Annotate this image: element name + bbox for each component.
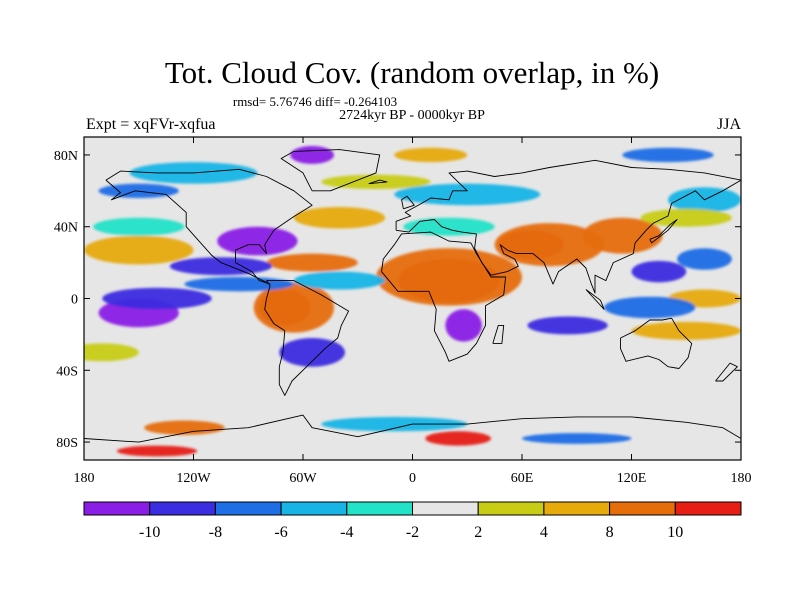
coastline [280,149,381,192]
colorbar-box [674,501,742,516]
lon-tick-label: 180 [74,471,95,486]
anomaly-region [102,287,212,310]
experiment-label: Expt = xqFVr-xqfua [86,116,216,133]
anomaly-region [631,260,687,283]
lon-tick-label: 60W [289,471,317,486]
lat-tick-label: 80N [54,149,78,164]
coastline [264,280,350,396]
coastline [395,159,741,294]
anomaly-region [279,337,345,367]
coastlines [84,149,741,443]
colorbar-label: -6 [274,524,287,541]
coastline [84,414,741,443]
colorbar-label: -8 [209,524,222,541]
coastline [492,324,505,344]
colorbar-label: -10 [139,524,160,541]
anomaly-region [622,147,714,163]
anomaly-region [522,433,632,444]
lon-tick-label: 0 [409,471,416,486]
anomaly-region [321,174,431,190]
lon-tick-label: 120W [176,471,211,486]
lat-tick-label: 80S [56,436,78,451]
anomaly-region [631,321,741,340]
colorbar: -10 -8 -6 -4 -2 2 4 8 10 [83,501,742,541]
colorbar-label: 8 [606,524,614,541]
map-panel: 180 120W 60W 0 60E 120E 180 80N 40N 0 40S 80S [54,136,752,486]
anomaly-region [217,226,298,256]
coastline [381,231,507,362]
anomaly-region [582,217,663,254]
anomaly-region [677,248,732,270]
colorbar-box [346,501,413,516]
colorbar-label: 2 [474,524,482,541]
anomaly-region [394,147,468,163]
colorbar-box [280,501,348,516]
coastline [401,195,415,210]
colorbar-box [83,501,151,516]
coastline [105,168,313,285]
anomaly-region [253,282,335,333]
map-axes: 180 120W 60W 0 60E 120E 180 80N 40N 0 40S 80S [54,137,752,486]
colorbar-label: 10 [667,524,683,541]
anomaly-region [394,183,541,206]
anomaly-region [290,145,335,164]
lon-tick-label: 180 [731,471,752,486]
lat-tick-label: 40S [56,364,78,379]
coastline [649,219,678,244]
anomaly-region [84,235,194,265]
anomaly-region [84,343,139,362]
plot-title: Tot. Cloud Cov. (random overlap, in %) [165,55,659,90]
colorbar-box [477,501,545,516]
anomaly-region [321,416,468,432]
anomaly-region [266,253,358,272]
colorbar-box [412,501,479,516]
period-label: 2724kyr BP - 0000kyr BP [339,108,485,123]
anomaly-field [84,145,741,457]
anomaly-region [494,223,605,267]
anomaly-region [184,276,294,292]
anomaly-region [604,296,696,319]
anomaly-region [445,309,482,342]
coastline [368,179,388,185]
anomaly-region [640,208,732,227]
colorbar-box [149,501,216,516]
coastline [620,317,693,369]
colorbar-label: -4 [340,524,353,541]
coastline [715,362,738,382]
colorbar-label: -2 [406,524,419,541]
anomaly-region [116,445,198,457]
stats-line: rmsd= 5.76746 diff= -0.264103 [233,94,397,109]
lon-tick-label: 120E [617,471,647,486]
anomaly-region [403,217,495,236]
season-label: JJA [717,116,741,133]
anomaly-region [169,257,272,276]
lon-tick-label: 60E [511,471,534,486]
anomaly-region [425,431,491,446]
anomaly-region [293,206,386,229]
colorbar-box [543,501,611,516]
anomaly-region [93,217,185,236]
coastline [585,289,605,310]
colorbar-label: 4 [540,524,548,541]
anomaly-region [293,271,386,290]
lat-tick-label: 0 [71,293,78,308]
anomaly-region [527,316,608,335]
colorbar-box [609,501,676,516]
anomaly-region [144,420,225,435]
colorbar-box [214,501,282,516]
lat-tick-label: 40N [54,221,78,236]
